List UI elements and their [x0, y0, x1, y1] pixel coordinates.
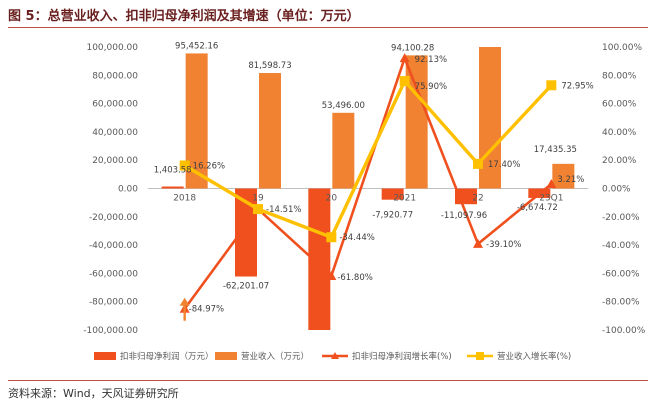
- profit-growth-marker: [399, 53, 410, 63]
- profit-growth-marker: [326, 270, 337, 280]
- legend-marker: [331, 352, 339, 359]
- revenue-data-label: 95,452.16: [175, 41, 218, 51]
- revenue-data-label: 94,100.28: [391, 43, 434, 53]
- y-left-tick-label: -80,000.00: [89, 298, 138, 308]
- source-note: 资料来源：Wind，天风证券研究所: [8, 387, 179, 400]
- y-left-tick-label: -60,000.00: [89, 269, 138, 279]
- x-tick-label: 22: [472, 194, 483, 204]
- revenue-growth-marker: [399, 76, 410, 87]
- profit-data-label: 1,403.58: [154, 166, 192, 176]
- x-tick-label: 19: [252, 194, 264, 204]
- revenue-growth-marker: [179, 160, 190, 171]
- profit-growth-label: -84.97%: [189, 305, 224, 315]
- revenue-bar: [405, 55, 428, 189]
- profit-growth-line: [183, 56, 553, 310]
- legend-label: 扣非归母净利润增长率(%): [352, 351, 452, 362]
- revenue-growth-label: 16.26%: [193, 161, 225, 171]
- x-tick-label: 2018: [173, 194, 196, 204]
- profit-data-label: -11,097.96: [441, 211, 487, 221]
- y-right-tick-label: 60.00%: [602, 100, 637, 110]
- y-right-tick-label: 40.00%: [602, 128, 637, 138]
- revenue-growth-line: [183, 79, 553, 239]
- source-divider: [8, 380, 648, 381]
- profit-growth-marker: [546, 178, 557, 188]
- revenue-growth-label: 75.90%: [415, 82, 447, 92]
- revenue-growth-label: -34.44%: [339, 233, 374, 243]
- y-left-tick-label: 40,000.00: [92, 128, 138, 138]
- profit-bar: [308, 188, 331, 330]
- y-right-tick-label: -80.00%: [602, 298, 640, 308]
- x-tick-label: 2021: [393, 194, 416, 204]
- profit-growth-label: -14.51%: [266, 205, 301, 215]
- x-tick-label: 23Q1: [539, 194, 563, 204]
- revenue-growth-label: 72.95%: [561, 81, 593, 91]
- x-tick-label: 20: [326, 194, 338, 204]
- y-right-tick-label: -100.00%: [602, 326, 646, 336]
- profit-growth-arrowhead-icon: [179, 297, 190, 306]
- profit-growth-label: -61.80%: [337, 273, 372, 283]
- legend-label: 营业收入（万元）: [241, 351, 309, 362]
- y-left-tick-label: -20,000.00: [89, 213, 138, 223]
- profit-data-label: -62,201.07: [223, 282, 269, 292]
- y-left-tick-label: 0.00: [118, 185, 138, 195]
- revenue-growth-marker: [326, 232, 337, 243]
- revenue-bar: [332, 112, 355, 189]
- profit-bar: [161, 186, 184, 189]
- y-right-tick-label: 0.00%: [602, 185, 631, 195]
- y-left-tick-label: 60,000.00: [92, 100, 138, 110]
- y-right-tick-label: -40.00%: [602, 241, 640, 251]
- profit-growth-label: 92.13%: [415, 55, 447, 65]
- profit-growth-label: -39.10%: [486, 240, 521, 250]
- legend-marker: [476, 352, 484, 360]
- revenue-growth-label: 17.40%: [488, 160, 520, 170]
- y-left-tick-label: -40,000.00: [89, 241, 138, 251]
- revenue-growth-marker: [473, 158, 483, 169]
- profit-growth-label: 3.21%: [557, 175, 584, 185]
- revenue-growth-marker: [253, 204, 263, 215]
- y-right-tick-label: 100.00%: [602, 43, 642, 53]
- profit-data-label: -6,674.72: [517, 203, 558, 213]
- y-right-tick-label: 20.00%: [602, 156, 637, 166]
- y-left-tick-label: 20,000.00: [92, 156, 138, 166]
- title-divider: [8, 27, 648, 28]
- y-left-tick-label: -100,000.00: [83, 326, 138, 336]
- y-right-tick-label: 80.00%: [602, 71, 637, 81]
- revenue-bar: [479, 47, 501, 189]
- profit-bar: [235, 188, 257, 277]
- profit-data-label: -7,920.77: [372, 211, 413, 221]
- revenue-bar: [552, 163, 575, 189]
- revenue-bar: [259, 73, 281, 189]
- y-right-tick-label: -20.00%: [602, 213, 640, 223]
- chart-title: 图 5：总营业收入、扣非归母净利润及其增速（单位：万元）: [8, 9, 360, 24]
- legend-label: 扣非归母净利润（万元）: [120, 351, 214, 362]
- legend-label: 营业收入增长率(%): [497, 351, 571, 362]
- legend-swatch: [94, 352, 116, 360]
- revenue-growth-marker: [546, 80, 557, 91]
- y-right-tick-label: -60.00%: [602, 269, 640, 279]
- legend-swatch: [215, 352, 237, 360]
- y-left-tick-label: 80,000.00: [92, 71, 138, 81]
- profit-bar: [381, 188, 404, 200]
- revenue-bar: [185, 53, 208, 189]
- revenue-data-label: 53,496.00: [322, 101, 365, 111]
- revenue-data-label: 17,435.35: [534, 145, 577, 155]
- profit-growth-marker: [473, 238, 483, 248]
- y-left-tick-label: 100,000.00: [86, 43, 138, 53]
- revenue-data-label: 81,598.73: [248, 61, 291, 71]
